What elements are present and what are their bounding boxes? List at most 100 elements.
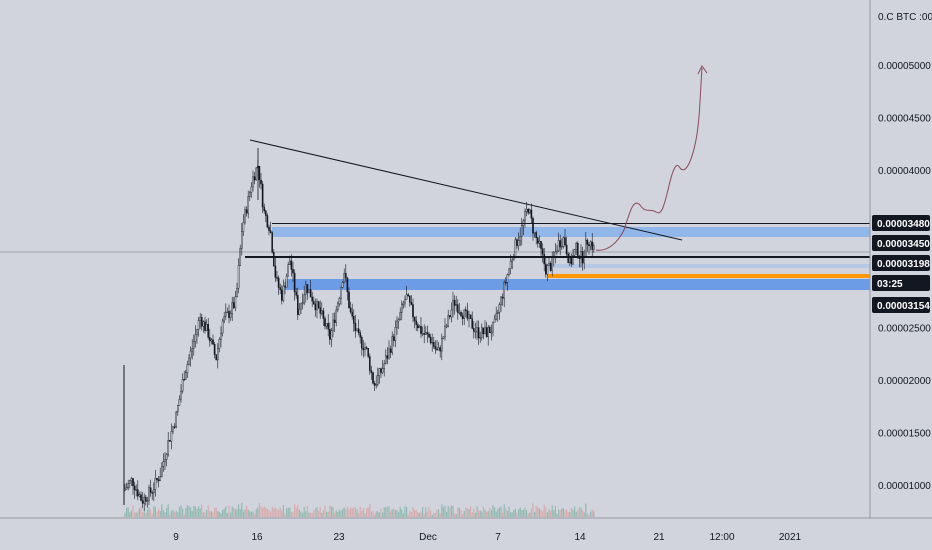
candle-body	[167, 440, 170, 455]
price-tag: 0.00003450	[872, 235, 930, 251]
volume-bar	[225, 506, 227, 517]
candle-body	[365, 347, 368, 349]
candle-body	[236, 288, 238, 297]
support-zone[interactable]	[285, 279, 870, 290]
volume-bar	[354, 507, 356, 517]
volume-bar	[426, 511, 428, 517]
volume-bar	[343, 507, 345, 517]
candle-body	[314, 303, 317, 311]
candle-body	[125, 487, 128, 490]
volume-bar	[422, 507, 424, 517]
volume-bar	[151, 513, 153, 517]
candle-body	[559, 240, 561, 248]
volume-bar	[458, 507, 460, 517]
price-axis[interactable]: 0.00005000 0.00004500 0.00004000 0.00002500…	[878, 61, 931, 492]
volume-bar	[487, 511, 489, 517]
zone-layer	[272, 227, 870, 290]
candle-body	[234, 296, 237, 309]
volume-bar	[249, 511, 251, 517]
candle-body	[164, 459, 166, 462]
time-axis[interactable]: 9 16 23 Dec 7 14 21 12:00 2021	[173, 532, 801, 543]
candle-body	[309, 289, 312, 298]
projection-path[interactable]	[595, 67, 703, 251]
time-label: Dec	[419, 532, 437, 543]
candle-body	[575, 242, 577, 250]
volume-bar	[434, 512, 436, 517]
volume-bar	[375, 511, 377, 517]
volume-bar	[490, 510, 492, 517]
candle-body	[128, 480, 131, 484]
candle-body	[290, 260, 293, 270]
candle-body	[263, 206, 266, 212]
orange-level-line[interactable]	[548, 274, 870, 278]
candle-body	[269, 230, 272, 233]
volume-bar	[361, 510, 363, 517]
descending-trendline[interactable]	[249, 139, 683, 241]
candle-body	[433, 341, 435, 347]
candle-body	[306, 284, 309, 294]
volume-bar	[394, 510, 396, 517]
candle-body	[431, 341, 434, 344]
candle-body	[268, 226, 270, 231]
candle-body	[258, 165, 261, 181]
candle-body	[229, 313, 232, 318]
volume-bar	[143, 507, 145, 517]
volume-bar	[207, 505, 209, 517]
volume-bar	[284, 514, 286, 517]
volume-bar	[271, 506, 273, 517]
volume-bar	[236, 509, 238, 517]
candle-body	[228, 311, 230, 318]
volume-bar	[556, 513, 558, 517]
candle-body	[497, 312, 499, 314]
resistance-zone[interactable]	[272, 227, 870, 237]
candle-body	[373, 383, 376, 386]
volume-bars	[124, 502, 595, 517]
volume-bar	[546, 512, 548, 517]
volume-bar	[255, 509, 257, 517]
volume-bar	[522, 509, 524, 517]
volume-bar	[457, 507, 459, 517]
volume-bar	[378, 512, 380, 517]
volume-bar	[322, 510, 324, 517]
volume-bar	[398, 512, 400, 517]
candle-body	[253, 176, 256, 181]
price-label: 0.00001000	[878, 481, 931, 492]
volume-bar	[274, 507, 276, 517]
volume-bar	[542, 511, 544, 517]
volume-bar	[524, 507, 526, 517]
candle-body	[394, 327, 397, 341]
volume-bar	[326, 511, 328, 517]
candle-body	[361, 337, 363, 349]
projection-arrow-head	[697, 65, 708, 75]
candle-body	[537, 237, 539, 244]
volume-bar	[150, 510, 152, 517]
candle-body	[133, 485, 136, 491]
volume-bar	[132, 505, 134, 517]
volume-bar	[329, 505, 331, 517]
candle-body	[377, 375, 379, 385]
volume-bar	[170, 511, 172, 517]
volume-bar	[414, 509, 416, 517]
volume-bar	[308, 512, 310, 517]
candle-body	[337, 303, 339, 311]
volume-bar	[404, 506, 406, 517]
candle-body	[346, 277, 349, 293]
candle-body	[149, 487, 152, 493]
volume-bar	[180, 505, 182, 517]
candle-body	[426, 332, 429, 335]
volume-bar	[316, 507, 318, 517]
candle-body	[204, 321, 206, 331]
candle-body	[554, 251, 557, 257]
candle-body	[409, 295, 411, 303]
volume-bar	[463, 510, 465, 517]
volume-bar	[161, 504, 163, 517]
candle-body	[404, 299, 406, 304]
candle-body	[516, 239, 518, 246]
candle-body	[300, 303, 302, 310]
candle-body	[524, 211, 526, 222]
candle-body	[341, 282, 344, 288]
candle-body	[287, 264, 290, 277]
candle-body	[196, 329, 198, 335]
candle-body	[260, 179, 262, 185]
